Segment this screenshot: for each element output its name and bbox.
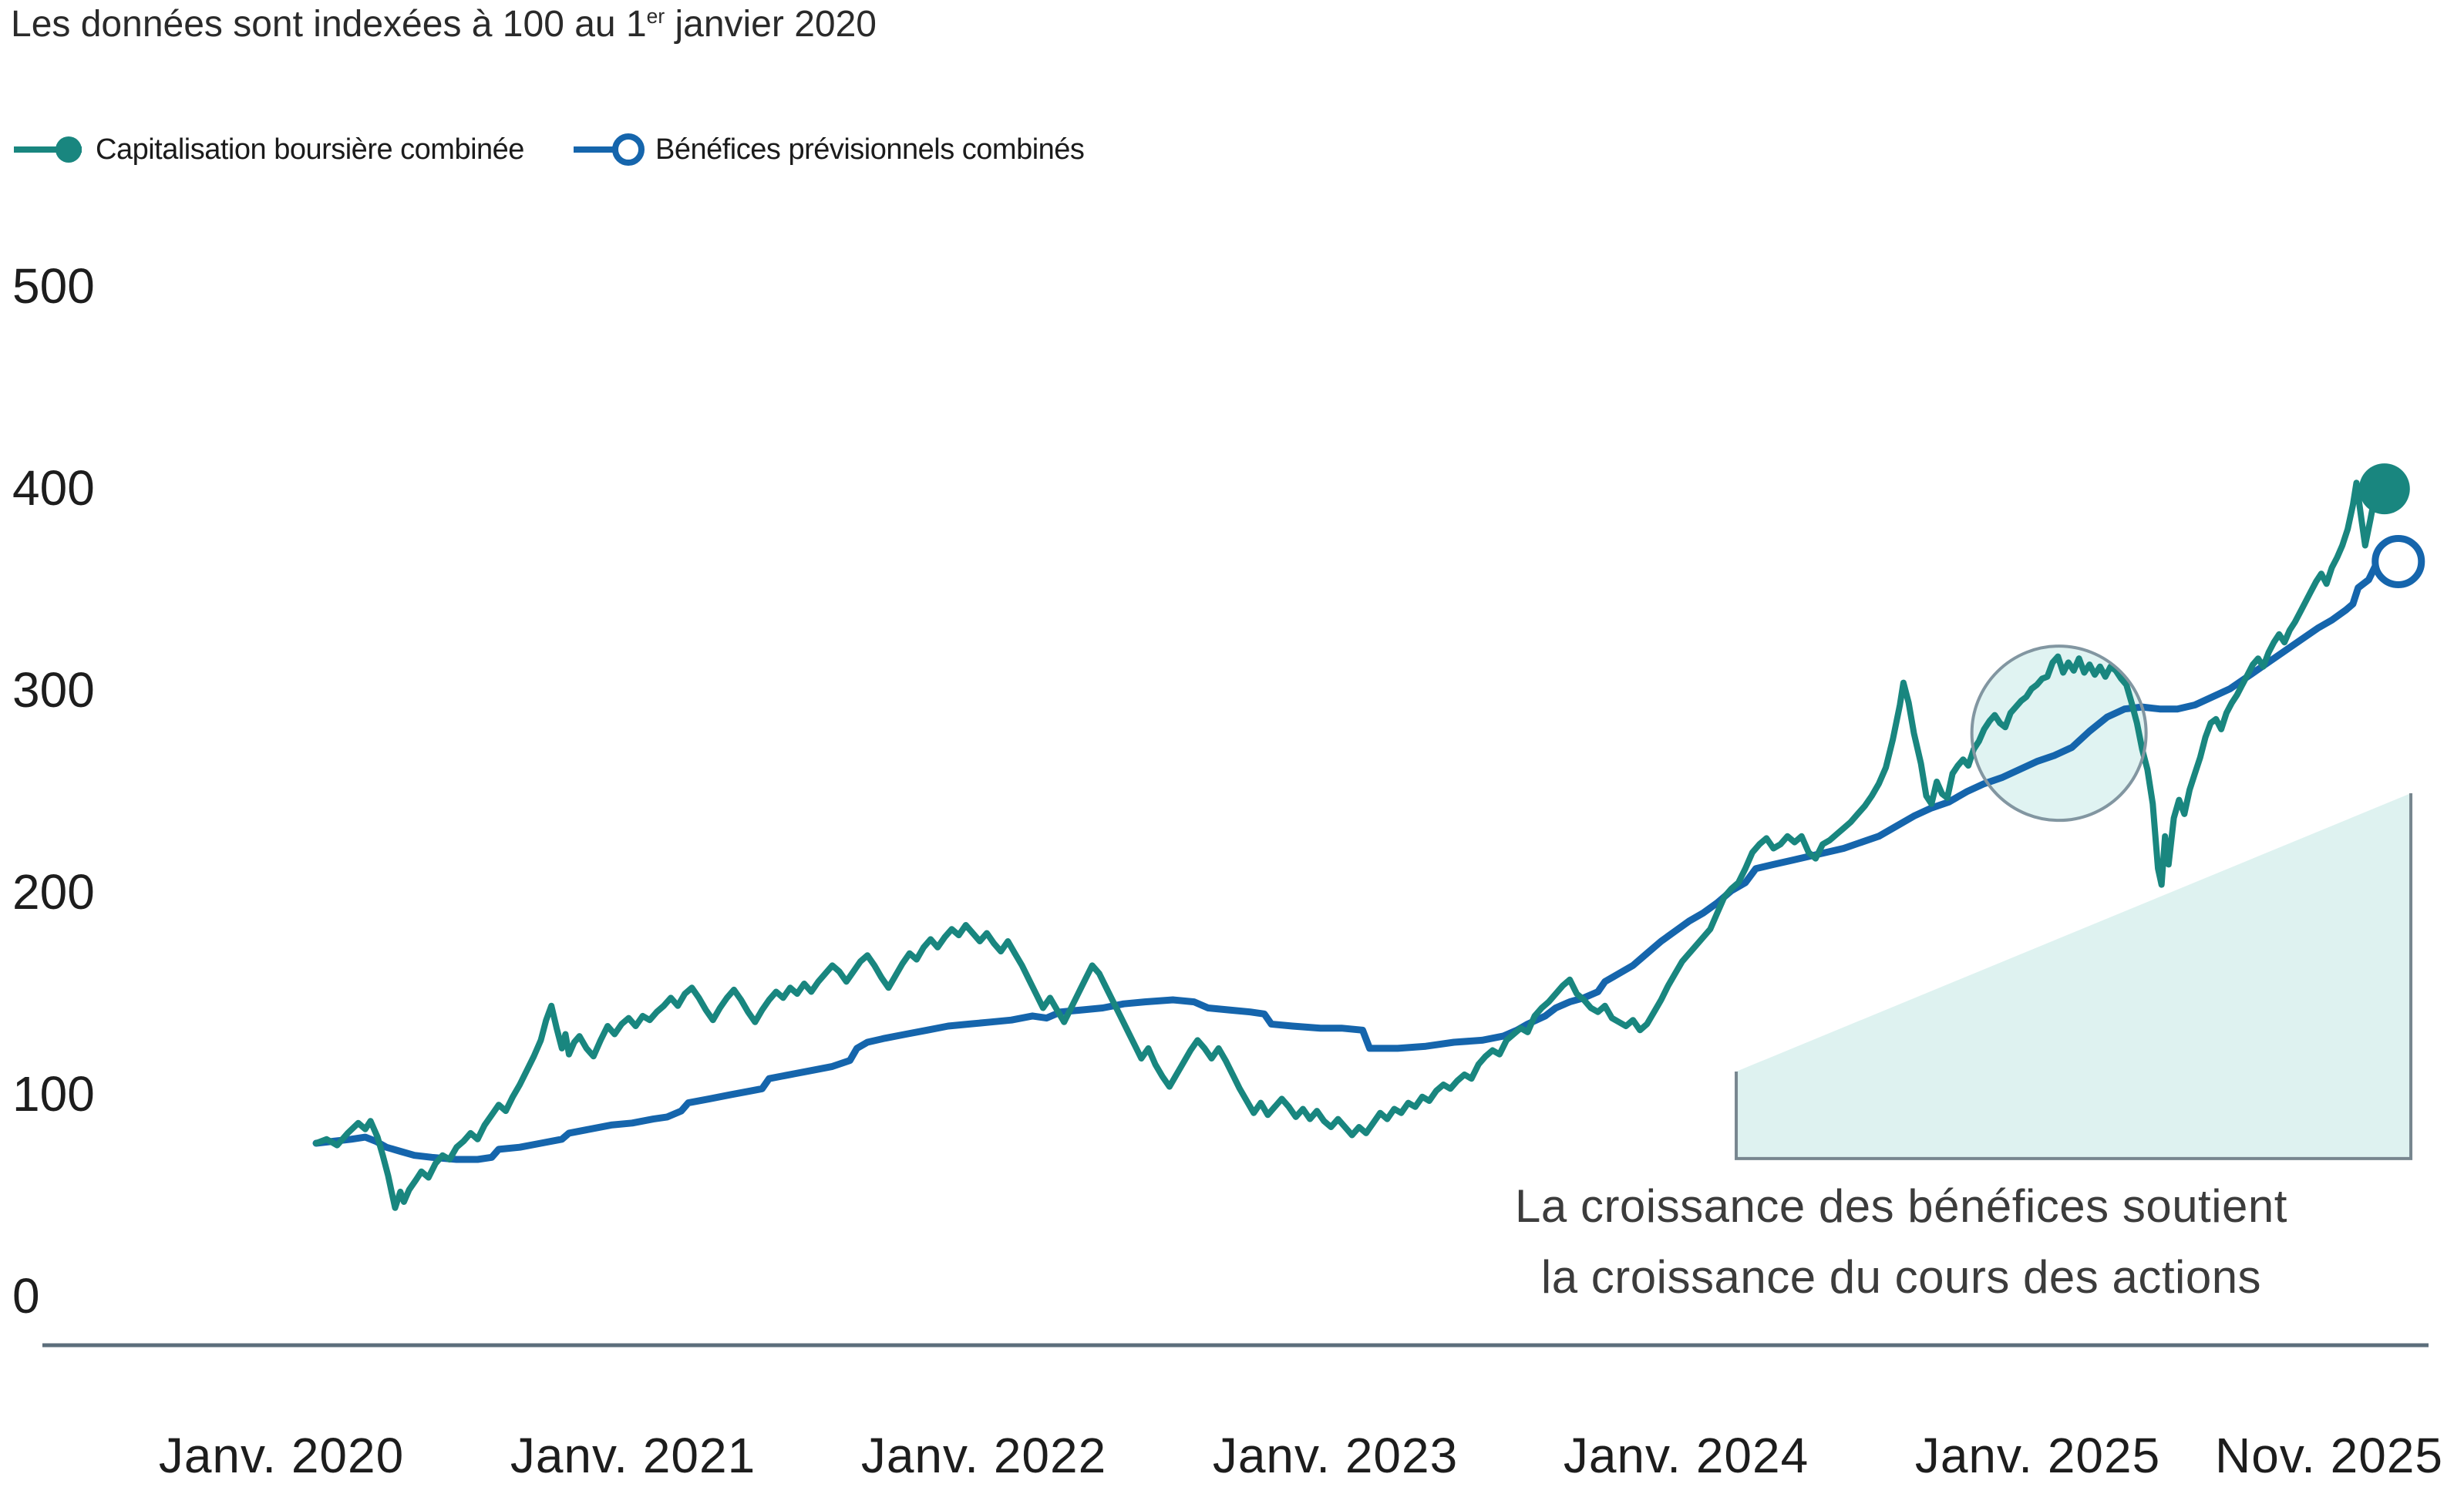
triangle-fill bbox=[1736, 793, 2412, 1159]
earnings-line bbox=[312, 557, 2382, 1163]
x-tick-label: Janv. 2023 bbox=[1213, 1428, 1458, 1483]
chart-title: Les données sont indexées à 100 au 1er j… bbox=[11, 3, 877, 45]
y-tick-label: 0 bbox=[12, 1268, 40, 1324]
annotation-line-2: la croissance du cours des actions bbox=[1541, 1251, 2261, 1303]
series-end-markers bbox=[2358, 463, 2425, 588]
highlight-circle-fill bbox=[1971, 646, 2146, 821]
y-tick-label: 500 bbox=[12, 258, 95, 314]
earnings-growth-triangle-shape bbox=[1735, 792, 2413, 1160]
x-tick-label: Janv. 2025 bbox=[1915, 1428, 2160, 1483]
annotation-line-1: La croissance des bénéfices soutient bbox=[1515, 1180, 2287, 1232]
market-cap-end-dot bbox=[2358, 463, 2410, 515]
chart-title-text: Les données sont indexées à 100 au 1 bbox=[11, 4, 647, 45]
legend-item-earnings: Bénéfices prévisionnels combinés bbox=[572, 133, 1085, 167]
market-cap-line bbox=[313, 479, 2381, 1211]
highlight-circle-outline bbox=[1970, 644, 2148, 823]
y-axis-tick-labels: 0 100 200 300 400 500 bbox=[12, 258, 95, 1324]
y-tick-label: 400 bbox=[12, 460, 95, 516]
highlight-circle-fill-shape bbox=[1971, 646, 2146, 821]
x-axis-tick-labels: Janv. 2020 Janv. 2021 Janv. 2022 Janv. 2023… bbox=[159, 1428, 2443, 1483]
x-tick-label: Janv. 2020 bbox=[159, 1428, 404, 1483]
triangle-edges bbox=[1735, 792, 2413, 1160]
highlight-circle-outline-shape bbox=[1970, 644, 2148, 823]
legend: Capitalisation boursière combinée Bénéfi… bbox=[12, 133, 2449, 176]
x-tick-label: Janv. 2022 bbox=[861, 1428, 1106, 1483]
y-tick-label: 100 bbox=[12, 1066, 95, 1122]
x-tick-label: Janv. 2024 bbox=[1564, 1428, 1809, 1483]
chart-title-text-tail: janvier 2020 bbox=[665, 4, 877, 45]
x-tick-label: Janv. 2021 bbox=[510, 1428, 756, 1483]
series-lines bbox=[312, 479, 2382, 1211]
y-tick-label: 200 bbox=[12, 864, 95, 920]
earnings-end-ring bbox=[2371, 534, 2425, 588]
chart-title-superscript: er bbox=[646, 5, 665, 28]
y-tick-label: 300 bbox=[12, 662, 95, 718]
legend-label-earnings: Bénéfices prévisionnels combinés bbox=[655, 133, 1085, 166]
market-cap-line-swatch-icon bbox=[14, 136, 82, 163]
x-tick-label: Nov. 2025 bbox=[2215, 1428, 2443, 1483]
legend-item-market-cap: Capitalisation boursière combinée bbox=[12, 133, 524, 167]
annotation-text: La croissance des bénéfices soutient la … bbox=[1515, 1180, 2287, 1303]
earnings-line-swatch-icon bbox=[574, 133, 645, 166]
legend-label-market-cap: Capitalisation boursière combinée bbox=[96, 133, 524, 166]
